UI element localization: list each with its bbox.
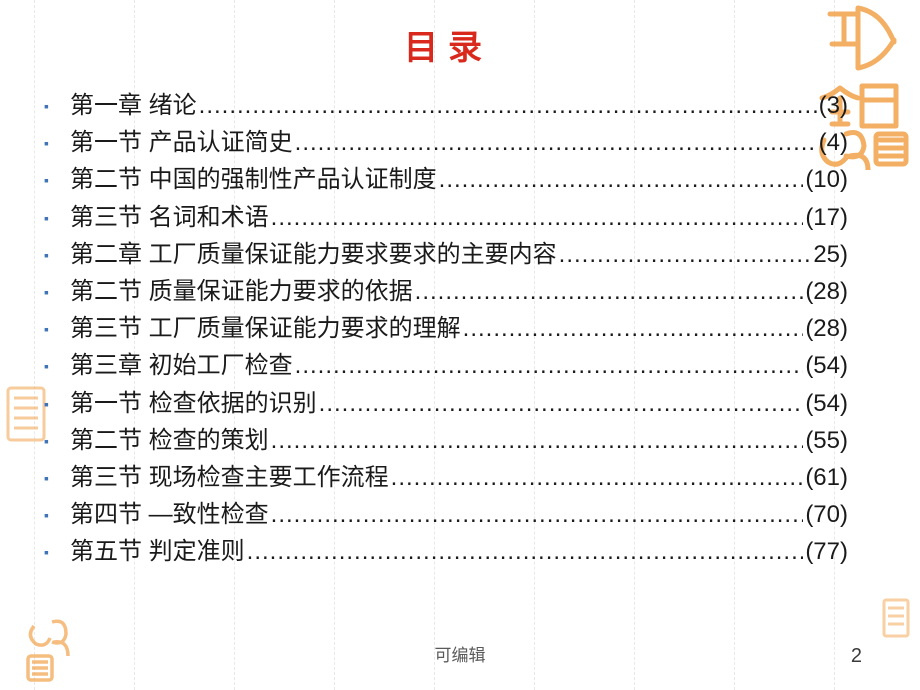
toc-item: ▪第一节 检查依据的识别 (54) [44,385,848,422]
slide: 目录 ▪第一章 绪论 (3)▪第一节 产品认证简史 (4)▪第二节 中国的强制性… [0,0,920,690]
toc-leader [389,459,804,496]
toc-label: 第三节 名词和术语 [70,199,269,236]
toc-item: ▪第三节 现场检查主要工作流程 (61) [44,459,848,496]
toc-item: ▪第二章 工厂质量保证能力要求要求的主要内容 25) [44,236,848,273]
toc-leader [557,236,812,273]
toc-leader [269,496,804,533]
toc-page: (10) [803,161,848,198]
toc-label: 第一节 检查依据的识别 [70,385,317,422]
toc-item: ▪第四节 —致性检查 (70) [44,496,848,533]
toc-page: 25) [811,236,848,273]
toc-label: 第三节 工厂质量保证能力要求的理解 [70,310,461,347]
toc-label: 第二节 检查的策划 [70,422,269,459]
toc-label: 第四节 —致性检查 [70,496,269,533]
toc-page: (4) [817,124,848,161]
toc-leader [461,310,804,347]
toc-label: 第三章 初始工厂检查 [70,347,293,384]
toc-list: ▪第一章 绪论 (3)▪第一节 产品认证简史 (4)▪第二节 中国的强制性产品认… [44,87,848,570]
toc-page: (3) [817,87,848,124]
toc-leader [437,161,804,198]
toc-item: ▪第二节 检查的策划 (55) [44,422,848,459]
toc-leader [293,124,817,161]
toc-item: ▪第二节 中国的强制性产品认证制度 (10) [44,161,848,198]
toc-label: 第二章 工厂质量保证能力要求要求的主要内容 [70,236,557,273]
footer-center: 可编辑 [0,641,920,666]
bullet-icon: ▪ [44,431,70,453]
toc-label: 第三节 现场检查主要工作流程 [70,459,389,496]
toc-page: (77) [803,533,848,570]
toc-leader [269,422,804,459]
toc-leader [197,87,817,124]
toc-leader [245,533,804,570]
toc-leader [317,385,804,422]
page-title: 目录 [44,20,848,69]
bullet-icon: ▪ [44,542,70,564]
toc-label: 第五节 判定准则 [70,533,245,570]
toc-leader [413,273,804,310]
toc-page: (55) [803,422,848,459]
bullet-icon: ▪ [44,133,70,155]
toc-label: 第二节 中国的强制性产品认证制度 [70,161,437,198]
bullet-icon: ▪ [44,208,70,230]
toc-page: (17) [803,199,848,236]
toc-label: 第二节 质量保证能力要求的依据 [70,273,413,310]
footer-page-number: 2 [851,645,862,668]
bullet-icon: ▪ [44,468,70,490]
toc-page: (28) [803,310,848,347]
toc-label: 第一节 产品认证简史 [70,124,293,161]
toc-item: ▪第三节 工厂质量保证能力要求的理解 (28) [44,310,848,347]
bullet-icon: ▪ [44,245,70,267]
toc-item: ▪第一章 绪论 (3) [44,87,848,124]
toc-page: (61) [803,459,848,496]
toc-leader [269,199,804,236]
toc-page: (70) [803,496,848,533]
title-char-2: 录 [448,29,488,67]
toc-item: ▪第三章 初始工厂检查 (54) [44,347,848,384]
toc-item: ▪第三节 名词和术语 (17) [44,199,848,236]
title-char-1: 目 [404,29,444,67]
bullet-icon: ▪ [44,282,70,304]
toc-label: 第一章 绪论 [70,87,197,124]
bullet-icon: ▪ [44,394,70,416]
bullet-icon: ▪ [44,96,70,118]
toc-page: (54) [803,347,848,384]
toc-leader [293,347,804,384]
bullet-icon: ▪ [44,505,70,527]
toc-item: ▪第五节 判定准则 (77) [44,533,848,570]
bullet-icon: ▪ [44,356,70,378]
toc-page: (28) [803,273,848,310]
toc-item: ▪第一节 产品认证简史 (4) [44,124,848,161]
bullet-icon: ▪ [44,319,70,341]
bullet-icon: ▪ [44,170,70,192]
toc-item: ▪第二节 质量保证能力要求的依据 (28) [44,273,848,310]
toc-page: (54) [803,385,848,422]
